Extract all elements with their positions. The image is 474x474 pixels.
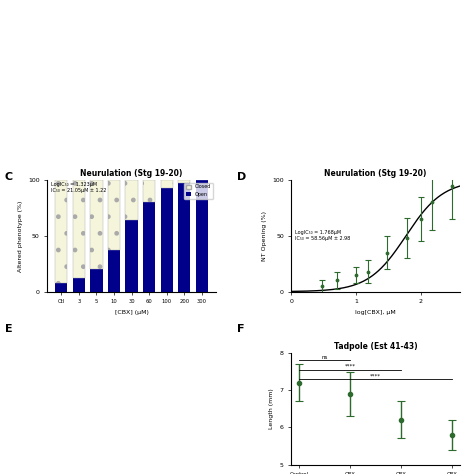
Bar	[73, 278, 85, 292]
Bar	[108, 180, 120, 250]
Bar	[126, 220, 138, 292]
Point	[428, 199, 436, 206]
Text: E: E	[5, 324, 12, 334]
Bar	[55, 180, 67, 283]
Title: Tadpole (Est 41-43): Tadpole (Est 41-43)	[334, 342, 418, 351]
Point	[333, 277, 340, 284]
Point	[417, 215, 425, 223]
X-axis label: [CBX] (μM): [CBX] (μM)	[115, 310, 148, 315]
Y-axis label: Altered phenotype (%): Altered phenotype (%)	[18, 200, 23, 272]
Y-axis label: Length (mm): Length (mm)	[269, 388, 274, 429]
Legend: Closed, Open: Closed, Open	[184, 182, 213, 199]
Bar	[143, 202, 155, 292]
Point	[448, 182, 456, 190]
Text: D: D	[237, 172, 246, 182]
Bar	[178, 183, 191, 292]
Text: F: F	[237, 324, 245, 334]
Bar	[108, 250, 120, 292]
Bar	[161, 180, 173, 188]
Bar	[161, 188, 173, 292]
Text: ****: ****	[345, 364, 356, 369]
Text: LogIC₅₀ = 1.768μM
IC₅₀ = 58.56μM ± 2.98: LogIC₅₀ = 1.768μM IC₅₀ = 58.56μM ± 2.98	[295, 230, 350, 241]
Bar	[126, 180, 138, 220]
Bar	[90, 180, 102, 269]
Bar	[73, 180, 85, 278]
Point	[352, 271, 360, 279]
Text: C: C	[5, 172, 13, 182]
Text: LogIC₅₀ = 1.323μM
IC₅₀ = 21.05μM ± 1.22: LogIC₅₀ = 1.323μM IC₅₀ = 21.05μM ± 1.22	[51, 182, 106, 193]
Bar	[55, 283, 67, 292]
Bar	[196, 180, 208, 292]
Point	[364, 268, 372, 275]
Text: ns: ns	[321, 355, 328, 360]
Y-axis label: NT Opening (%): NT Opening (%)	[262, 211, 267, 261]
Title: Neurulation (Stg 19-20): Neurulation (Stg 19-20)	[324, 169, 427, 178]
X-axis label: log[CBX], μM: log[CBX], μM	[355, 310, 396, 315]
Bar	[143, 180, 155, 202]
Point	[319, 283, 326, 290]
Bar	[178, 180, 191, 183]
Bar	[90, 269, 102, 292]
Text: ****: ****	[370, 373, 381, 378]
Title: Neurulation (Stg 19-20): Neurulation (Stg 19-20)	[81, 169, 183, 178]
Point	[403, 234, 410, 242]
Point	[383, 249, 391, 256]
